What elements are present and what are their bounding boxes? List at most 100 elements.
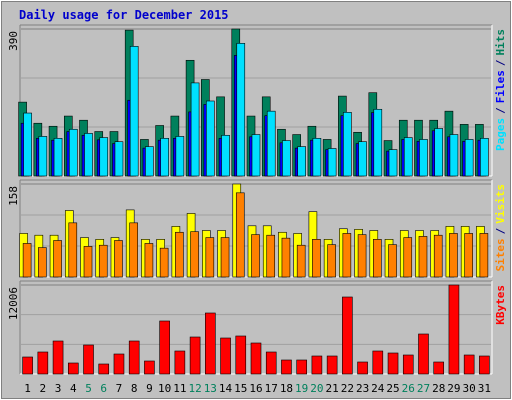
bar xyxy=(129,222,138,278)
bar xyxy=(434,128,444,177)
bar xyxy=(327,244,336,278)
x-tick-label: 30 xyxy=(463,382,476,395)
x-tick-label: 4 xyxy=(70,382,77,395)
legend-entry: KBytes xyxy=(494,285,507,325)
bar xyxy=(190,231,199,278)
x-tick-label: 16 xyxy=(249,382,262,395)
bar xyxy=(388,244,397,278)
bar xyxy=(464,233,473,278)
bar xyxy=(449,233,458,278)
bar xyxy=(358,141,367,177)
bar xyxy=(297,146,306,177)
bar xyxy=(159,247,169,278)
legend: Sites / Visits xyxy=(494,184,507,272)
bar xyxy=(235,335,247,375)
bar xyxy=(464,139,474,177)
legend-entry: Pages xyxy=(494,118,507,151)
bar xyxy=(38,136,48,177)
bar xyxy=(312,138,322,177)
bar xyxy=(480,138,489,177)
bar xyxy=(343,112,352,177)
x-tick-label: 14 xyxy=(219,382,233,395)
bar xyxy=(266,110,276,177)
x-tick-label: 29 xyxy=(447,382,460,395)
bar xyxy=(236,43,246,177)
x-tick-label: 10 xyxy=(158,382,171,395)
x-tick-label: 7 xyxy=(116,382,123,395)
x-tick-label: 11 xyxy=(173,382,186,395)
bar xyxy=(99,137,109,177)
legend-separator: / xyxy=(494,59,507,66)
bar xyxy=(479,233,489,278)
bar xyxy=(205,237,215,278)
x-tick-label: 1 xyxy=(24,382,31,395)
bar xyxy=(145,146,154,177)
y-tick-label: 158 xyxy=(7,186,20,206)
legend-separator: / xyxy=(494,227,507,234)
legend-entry: Visits xyxy=(494,184,507,224)
x-tick-label: 6 xyxy=(100,382,107,395)
bar xyxy=(250,342,262,375)
x-tick-label: 27 xyxy=(417,382,430,395)
bar xyxy=(67,362,79,375)
bar xyxy=(128,340,140,375)
x-tick-label: 18 xyxy=(280,382,293,395)
bar xyxy=(251,134,261,177)
bar xyxy=(175,231,184,278)
bar xyxy=(220,337,231,375)
x-tick-label: 21 xyxy=(326,382,339,395)
bar xyxy=(418,236,428,278)
bar xyxy=(144,360,155,375)
bar xyxy=(23,112,32,177)
x-tick-label: 13 xyxy=(204,382,217,395)
bar xyxy=(326,355,338,375)
bar xyxy=(22,243,32,278)
bar xyxy=(114,141,124,177)
bar xyxy=(22,356,33,375)
x-tick-label: 19 xyxy=(295,382,308,395)
x-tick-label: 25 xyxy=(386,382,399,395)
x-tick-label: 23 xyxy=(356,382,369,395)
bar xyxy=(418,333,429,375)
bar xyxy=(37,351,49,375)
x-tick-label: 5 xyxy=(85,382,92,395)
bar xyxy=(113,353,125,375)
bar xyxy=(387,352,399,375)
bar xyxy=(98,244,108,278)
bar xyxy=(402,354,414,375)
bar xyxy=(342,296,353,375)
bar xyxy=(327,148,337,177)
bar xyxy=(373,108,383,177)
legend-entry: Sites xyxy=(494,238,507,271)
x-tick-label: 12 xyxy=(188,382,201,395)
x-tick-label: 17 xyxy=(265,382,278,395)
chart-title: Daily usage for December 2015 xyxy=(19,8,229,22)
y-tick-label: 390 xyxy=(7,31,20,51)
bar xyxy=(68,128,78,177)
bar xyxy=(221,134,230,177)
bar xyxy=(296,244,306,278)
bar xyxy=(403,237,413,278)
legend-entry: Files xyxy=(494,70,507,103)
bar xyxy=(357,361,368,375)
bar xyxy=(312,239,321,278)
bar xyxy=(449,134,459,177)
bar xyxy=(175,136,185,177)
bar xyxy=(206,100,215,177)
x-tick-label: 28 xyxy=(432,382,445,395)
bar xyxy=(52,340,64,375)
x-tick-label: 8 xyxy=(131,382,138,395)
bar xyxy=(266,234,276,278)
bar xyxy=(342,233,352,278)
x-tick-label: 2 xyxy=(40,382,47,395)
legend-entry: Hits xyxy=(494,29,507,56)
bar xyxy=(282,140,291,177)
bar xyxy=(144,243,154,278)
bar xyxy=(205,312,216,375)
bar xyxy=(53,138,63,177)
bar xyxy=(419,139,428,177)
bar xyxy=(281,359,292,375)
